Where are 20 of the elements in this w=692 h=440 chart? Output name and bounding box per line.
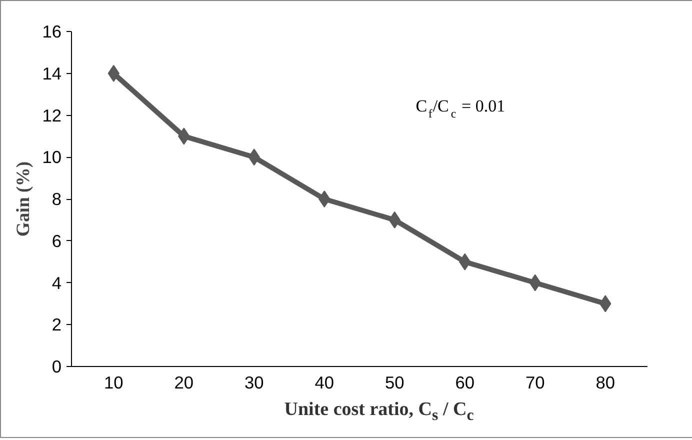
- x-tick-label: 50: [384, 372, 404, 392]
- y-tick-label: 10: [42, 147, 62, 168]
- y-tick-label: 4: [52, 272, 62, 293]
- x-tick-label: 70: [525, 372, 545, 392]
- x-axis-title: Unite cost ratio, C$_{s}$ / C$_{c}$: [284, 398, 474, 426]
- y-tick-label: 12: [42, 105, 62, 126]
- y-tick-label: 14: [42, 63, 62, 84]
- y-tick-label: 8: [52, 189, 62, 209]
- point: [318, 190, 330, 208]
- x-tick-label: 40: [314, 372, 334, 392]
- x-tick-label: 10: [104, 372, 124, 392]
- y-tick-label: 6: [52, 230, 62, 251]
- x-tick-label: 30: [244, 372, 264, 392]
- x-tick-label: 20: [174, 372, 194, 392]
- y-tick-label: 16: [42, 22, 62, 42]
- y-tick-label: 2: [52, 314, 62, 335]
- x-tick-label: 60: [455, 372, 475, 392]
- x-tick-label: 80: [596, 372, 615, 392]
- y-axis-title: Gain (%): [13, 161, 34, 237]
- y-tick-label: 0: [52, 356, 62, 376]
